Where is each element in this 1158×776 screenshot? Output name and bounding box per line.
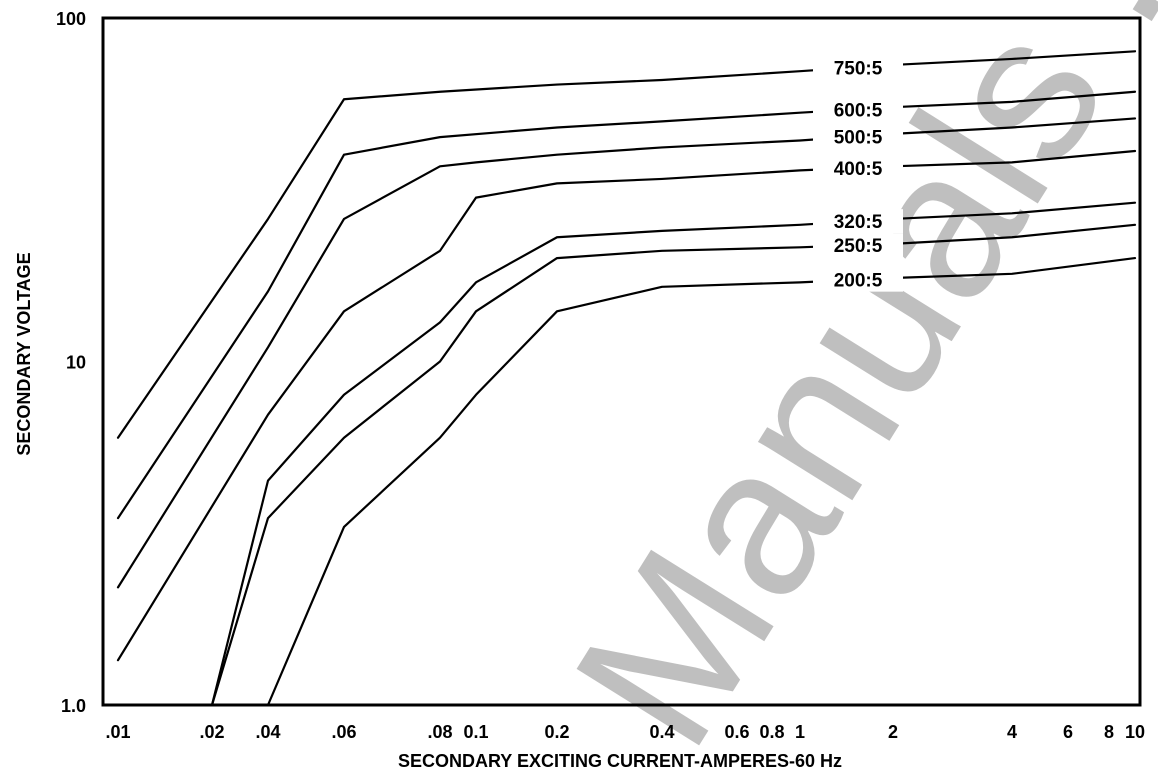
y-axis-ticks: 1.0 10 100 [56, 9, 86, 716]
series-curve [210, 201, 1137, 707]
series-curve [116, 90, 1137, 520]
y-tick-label: 10 [66, 353, 86, 373]
x-tick-label: 0.8 [759, 722, 784, 742]
x-axis-ticks: .01 .02 .04 .06 .08 0.1 0.2 0.4 0.6 0.8 1 2 4 6 8 10 [105, 722, 1145, 742]
x-axis-title: SECONDARY EXCITING CURRENT-AMPERES-60 Hz [398, 751, 842, 771]
x-tick-label: 10 [1125, 722, 1145, 742]
x-tick-label: 1 [795, 722, 805, 742]
y-axis-title: SECONDARY VOLTAGE [14, 252, 34, 455]
y-tick-label: 1.0 [61, 696, 86, 716]
x-tick-label: 0.6 [724, 722, 749, 742]
series-label-backing [813, 233, 903, 258]
series-curve [116, 50, 1137, 439]
series-label: 750:5 [834, 58, 883, 79]
series-label: 200:5 [834, 271, 883, 292]
x-tick-label: 2 [888, 722, 898, 742]
x-tick-label: .04 [255, 722, 280, 742]
series-label-backing [813, 55, 903, 80]
x-tick-label: 6 [1063, 722, 1073, 742]
x-tick-label: .01 [105, 722, 130, 742]
series-label-backing [813, 155, 903, 180]
x-tick-label: 4 [1007, 722, 1017, 742]
series-label-backing [813, 267, 903, 292]
series-labels: 750:5 600:5 500:5 400:5 320:5 250:5 200:5 [813, 55, 903, 292]
series-label: 250:5 [834, 236, 883, 257]
series-label: 500:5 [834, 127, 883, 148]
series-curve [116, 117, 1137, 589]
series-label-backing [813, 97, 903, 122]
x-tick-label: 0.4 [649, 722, 674, 742]
series-label: 600:5 [834, 100, 883, 121]
series-label-backing [813, 124, 903, 149]
series-label: 320:5 [834, 212, 883, 233]
plot-frame [101, 16, 1142, 707]
series-curves [116, 50, 1137, 707]
x-tick-label: .02 [199, 722, 224, 742]
series-curve [210, 223, 1137, 707]
x-tick-label: 0.2 [544, 722, 569, 742]
series-curve [116, 149, 1137, 662]
x-tick-label: 8 [1104, 722, 1114, 742]
x-tick-label: .06 [331, 722, 356, 742]
series-curve [266, 256, 1137, 707]
series-label-backing [813, 209, 903, 234]
y-tick-label: 100 [56, 9, 86, 29]
x-tick-label: 0.1 [463, 722, 488, 742]
x-tick-label: .08 [427, 722, 452, 742]
series-label: 400:5 [834, 159, 883, 180]
